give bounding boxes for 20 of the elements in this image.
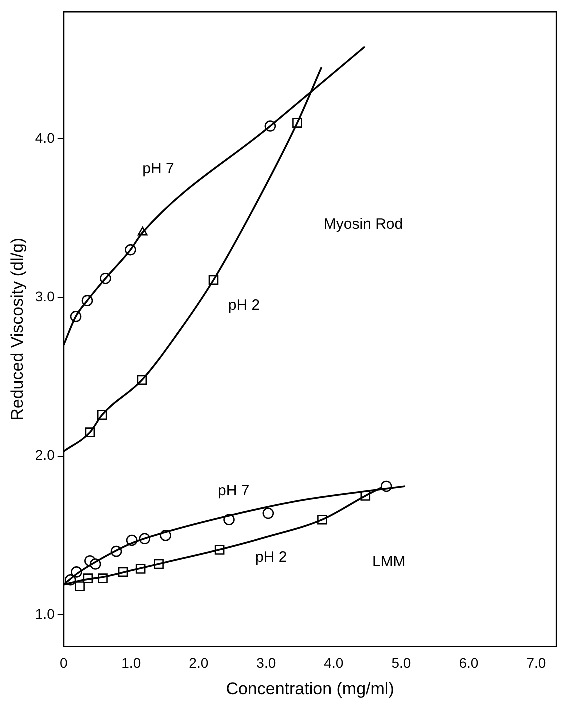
- x-tick-label: 5.0: [392, 655, 412, 672]
- annotation: pH 2: [256, 549, 288, 566]
- annotation: pH 7: [218, 482, 250, 500]
- x-tick-label: 7.0: [526, 655, 546, 672]
- annotation: LMM: [372, 554, 406, 571]
- y-tick-label: 3.0: [35, 288, 56, 305]
- x-axis-title: Concentration (mg/ml): [226, 679, 394, 698]
- x-tick-label: 3.0: [256, 655, 276, 672]
- y-tick-label: 1.0: [35, 606, 56, 622]
- x-tick-label: 2.0: [189, 655, 209, 672]
- annotation: pH 7: [142, 160, 174, 178]
- x-tick-label: 6.0: [459, 655, 479, 672]
- x-tick-label: 1.0: [122, 655, 142, 672]
- annotation: Myosin Rod: [324, 216, 404, 233]
- y-tick-label: 2.0: [35, 447, 56, 464]
- x-tick-label: 4.0: [324, 655, 344, 672]
- y-axis-title: Reduced Viscosity (dl/g): [8, 238, 27, 421]
- x-tick-label: 0: [60, 655, 68, 672]
- y-tick-label: 4.0: [35, 130, 56, 146]
- annotation: pH 2: [228, 297, 260, 314]
